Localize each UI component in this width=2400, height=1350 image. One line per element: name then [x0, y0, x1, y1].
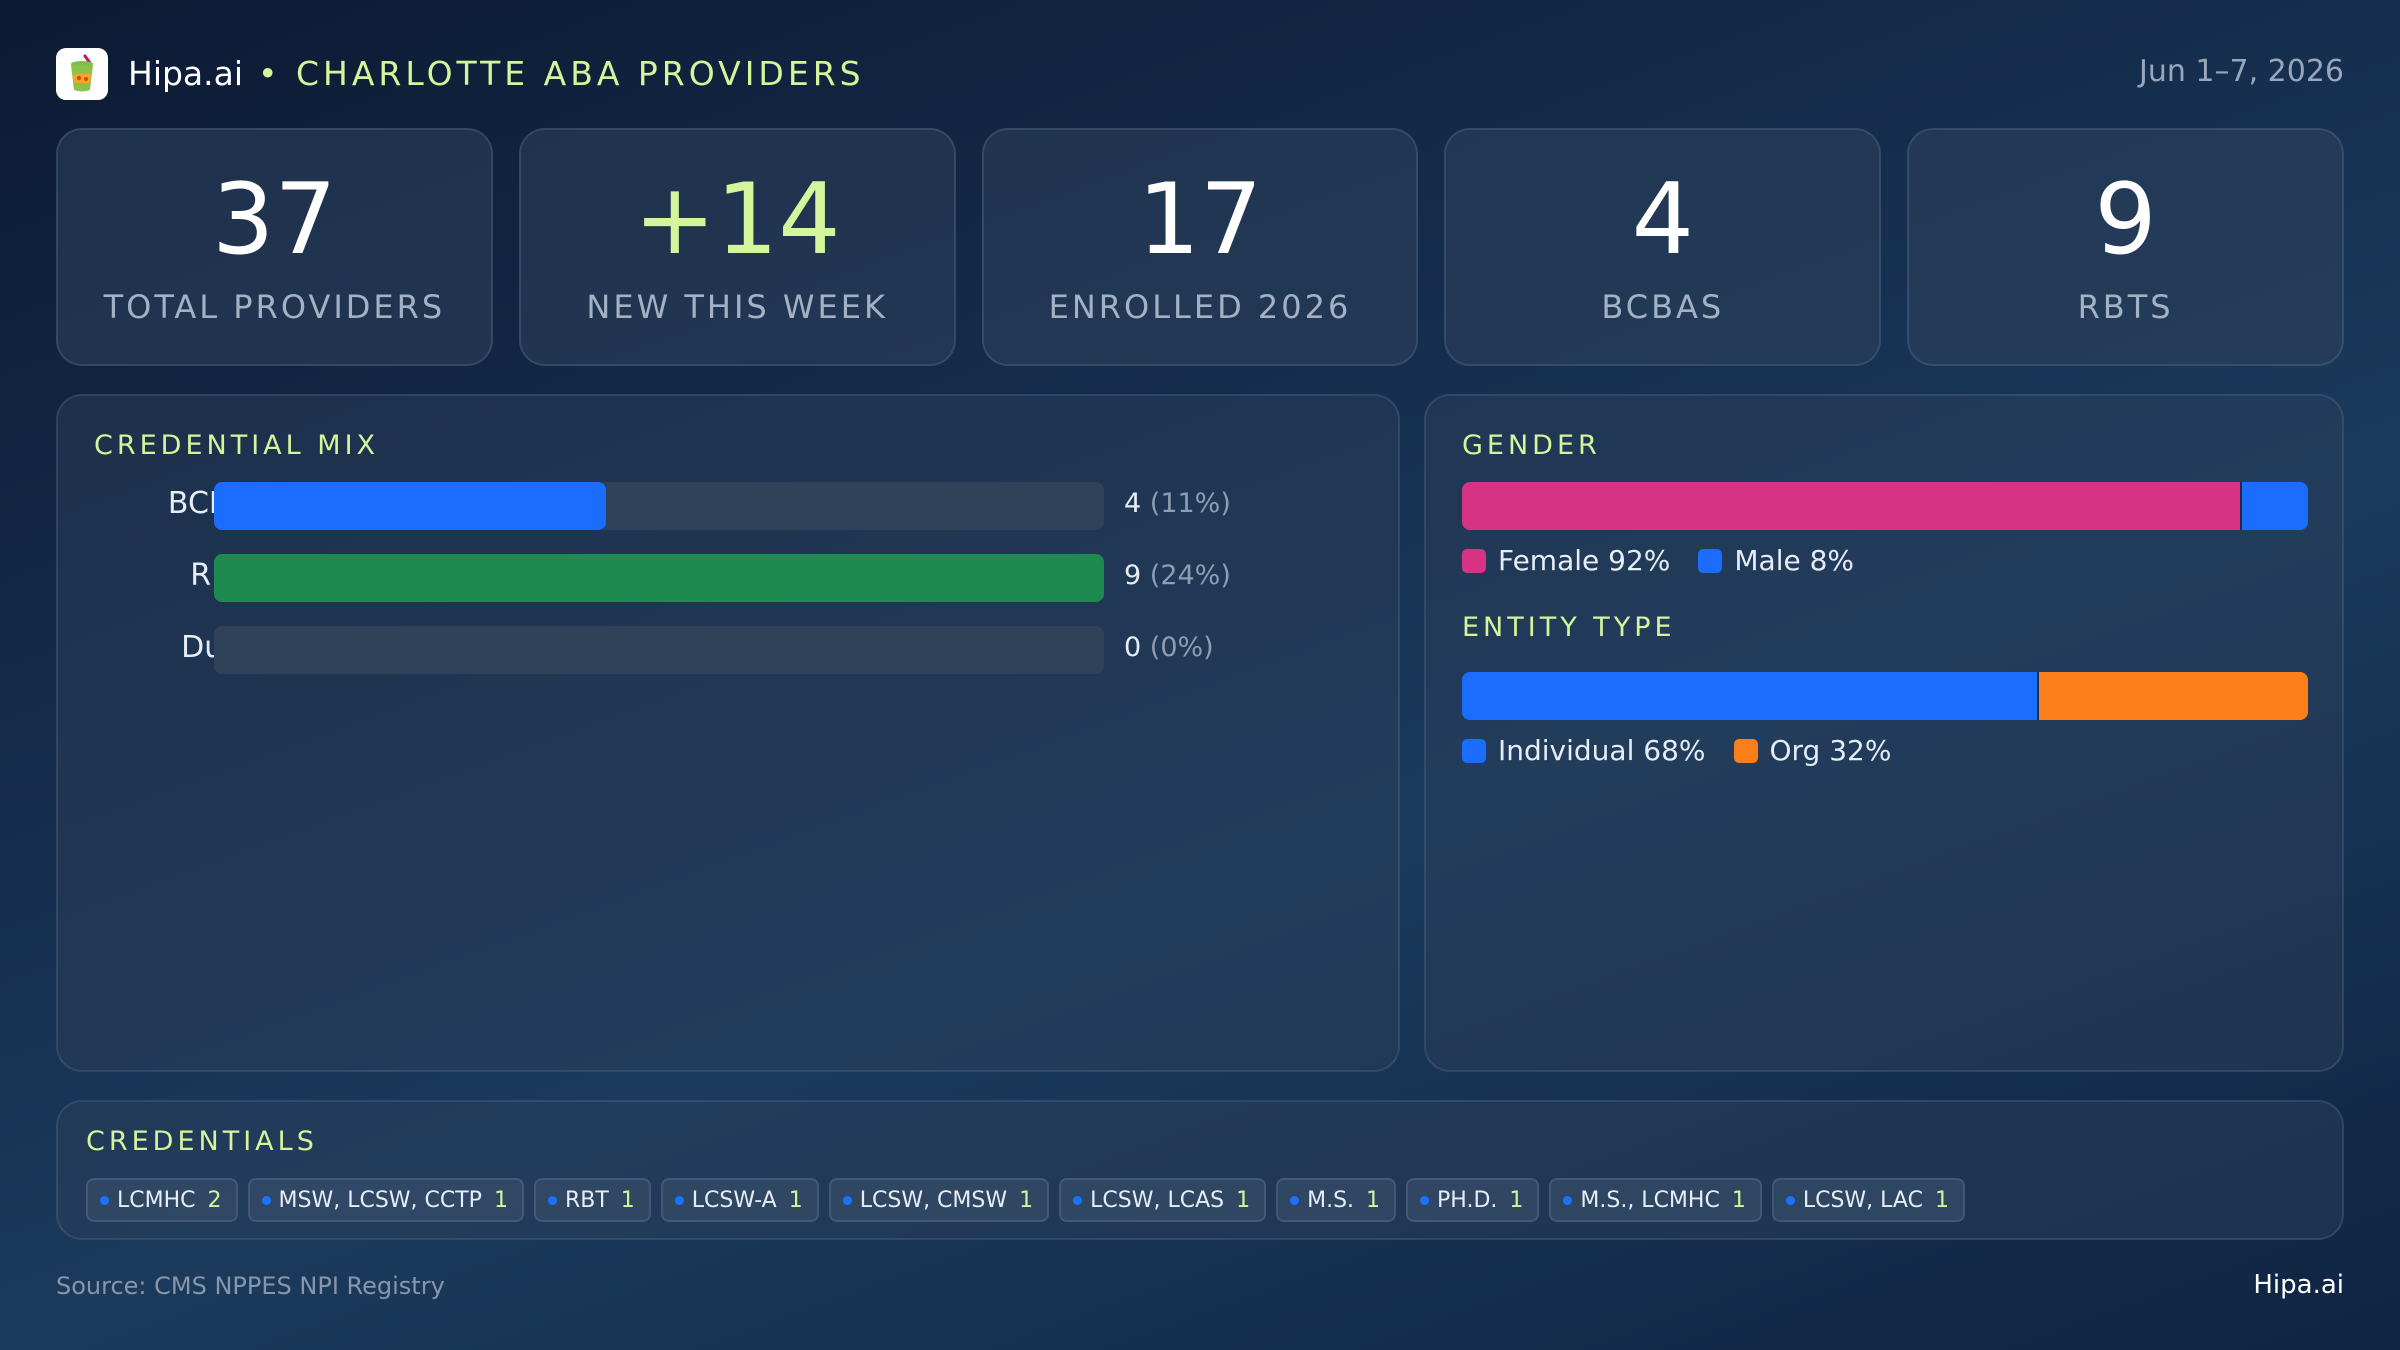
legend-item-individual: Individual 68%	[1462, 734, 1706, 767]
dot-icon	[1785, 1195, 1795, 1205]
dot-icon	[547, 1195, 557, 1205]
credential-pill: LCSW-A 1	[660, 1178, 819, 1222]
bar-value: 0 (0%)	[1124, 632, 1214, 663]
gender-stacked-bar	[1462, 482, 2308, 530]
stat-label: TOTAL PROVIDERS	[103, 288, 446, 326]
credential-bar-row-rbt: RBT 9 (24%)	[58, 552, 1402, 602]
brand-name: Hipa.ai	[128, 54, 244, 93]
credential-pill: LCSW, CMSW 1	[828, 1178, 1050, 1222]
legend-item-female: Female 92%	[1462, 544, 1670, 577]
date-range: Jun 1–7, 2026	[2138, 54, 2344, 89]
dot-icon	[1563, 1195, 1573, 1205]
stat-card-new-this-week: +14 NEW THIS WEEK	[518, 128, 956, 366]
entity-type-title: ENTITY TYPE	[1462, 612, 1676, 643]
bar-track	[214, 626, 1104, 674]
bar-fill	[214, 482, 606, 530]
stat-label: NEW THIS WEEK	[586, 288, 888, 326]
credential-pill-list: LCMHC 2 MSW, LCSW, CCTP 1 RBT 1 LCSW-A 1 LCS…	[86, 1178, 1965, 1222]
entity-type-legend: Individual 68% Org 32%	[1462, 734, 1891, 767]
legend-swatch	[1462, 548, 1486, 573]
gender-title: GENDER	[1462, 430, 1601, 461]
credential-mix-panel: CREDENTIAL MIX BCBA 4 (11%) RBT 9 (24%) …	[56, 394, 1400, 1072]
legend-item-male: Male 8%	[1698, 544, 1854, 577]
legend-label: Individual 68%	[1498, 734, 1706, 767]
title-separator: •	[258, 54, 278, 93]
stat-card-rbts: 9 RBTS	[1907, 128, 2344, 366]
legend-swatch	[1698, 548, 1723, 573]
entity-segment-org	[2037, 672, 2308, 720]
dot-icon	[100, 1195, 109, 1205]
stat-label: BCBAS	[1601, 288, 1725, 326]
bar-value: 4 (11%)	[1124, 488, 1231, 519]
legend-swatch	[1733, 738, 1758, 763]
credential-pill: M.S., LCMHC 1	[1549, 1178, 1762, 1222]
legend-swatch	[1462, 738, 1486, 763]
dot-icon	[1420, 1195, 1430, 1205]
stat-value: 4	[1631, 163, 1694, 277]
credentials-title: CREDENTIALS	[86, 1126, 318, 1157]
gender-legend: Female 92% Male 8%	[1462, 544, 1854, 577]
stat-card-total-providers: 37 TOTAL PROVIDERS	[56, 128, 493, 366]
stat-value: 9	[2094, 163, 2157, 277]
stat-card-bcbas: 4 BCBAS	[1444, 128, 1882, 366]
page-title: CHARLOTTE ABA PROVIDERS	[296, 54, 865, 93]
legend-label: Org 32%	[1769, 734, 1892, 767]
gender-segment-female	[1462, 482, 2241, 530]
source-note: Source: CMS NPPES NPI Registry	[56, 1272, 445, 1300]
bar-value: 9 (24%)	[1124, 560, 1231, 591]
stat-card-enrolled-2026: 17 ENROLLED 2026	[981, 128, 1419, 366]
dot-icon	[1290, 1195, 1300, 1205]
stat-cards: 37 TOTAL PROVIDERS +14 NEW THIS WEEK 17 …	[56, 128, 2344, 366]
credential-bar-row-bcba: BCBA 4 (11%)	[58, 480, 1402, 530]
stat-label: RBTS	[2077, 288, 2174, 326]
legend-label: Male 8%	[1734, 544, 1855, 577]
credential-pill: LCSW, LAC 1	[1771, 1178, 1965, 1222]
bar-fill	[214, 554, 1104, 602]
header: Hipa.ai • CHARLOTTE ABA PROVIDERS Jun 1–…	[56, 46, 2344, 102]
credential-pill: PH.D. 1	[1406, 1178, 1540, 1222]
entity-type-stacked-bar	[1462, 672, 2308, 720]
legend-item-org: Org 32%	[1733, 734, 1892, 767]
credential-pill: LCMHC 2	[86, 1178, 238, 1222]
credential-bar-row-dual: Dual 0 (0%)	[58, 624, 1402, 674]
stat-value: 17	[1137, 163, 1263, 277]
credential-pill: LCSW, LCAS 1	[1059, 1178, 1267, 1222]
drink-cup-icon	[56, 48, 108, 100]
stat-value: +14	[633, 163, 841, 277]
entity-segment-individual	[1462, 672, 2038, 720]
credentials-panel: CREDENTIALS LCMHC 2 MSW, LCSW, CCTP 1 RBT 1…	[56, 1100, 2344, 1240]
demographics-panel: GENDER Female 92% Male 8% ENTITY TYPE In…	[1424, 394, 2344, 1072]
stat-value: 37	[212, 163, 337, 277]
dot-icon	[674, 1195, 684, 1205]
credential-pill: RBT 1	[533, 1178, 651, 1222]
bar-track	[214, 482, 1104, 530]
dot-icon	[261, 1195, 271, 1205]
dot-icon	[842, 1195, 852, 1205]
credential-mix-title: CREDENTIAL MIX	[94, 430, 380, 461]
gender-segment-male	[2240, 482, 2308, 530]
bar-track	[214, 554, 1104, 602]
credential-pill: MSW, LCSW, CCTP 1	[247, 1178, 524, 1222]
dot-icon	[1073, 1195, 1083, 1205]
stat-label: ENROLLED 2026	[1048, 288, 1352, 326]
credential-pill: M.S. 1	[1276, 1178, 1397, 1222]
legend-label: Female 92%	[1498, 544, 1671, 577]
footer-brand: Hipa.ai	[2253, 1270, 2344, 1300]
